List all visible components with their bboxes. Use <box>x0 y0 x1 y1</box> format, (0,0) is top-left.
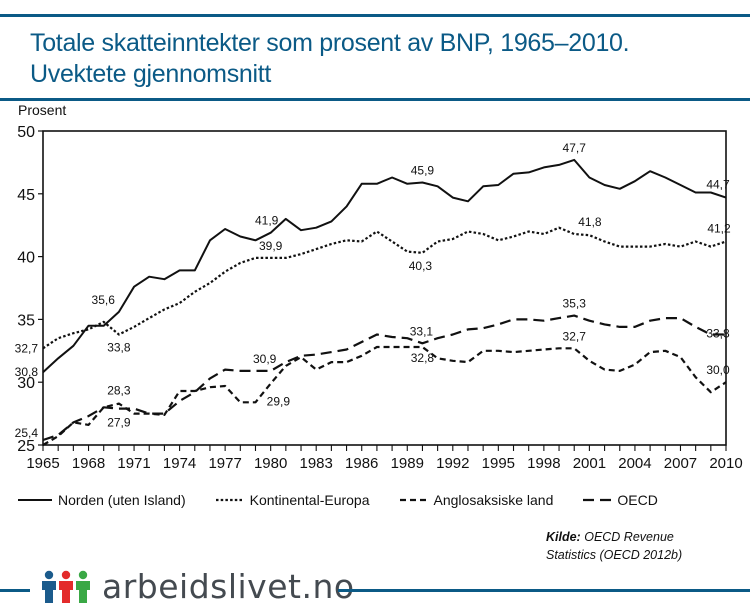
legend-item-anglosaksiske: Anglosaksiske land <box>399 492 554 508</box>
title-bottom-rule <box>0 98 750 101</box>
person-body-icon <box>59 581 73 603</box>
data-label: 30,0 <box>706 363 730 377</box>
footer-rule-left <box>0 589 30 592</box>
x-tick-label: 2010 <box>709 455 742 472</box>
legend-dotted-line-icon <box>215 498 244 502</box>
source-label: Kilde: <box>546 530 581 544</box>
data-label: 35,6 <box>92 293 116 307</box>
arbeidslivet-logo: arbeidslivet.no <box>42 567 355 607</box>
line-chart: Prosent 25 30 35 40 45 50 1965 1968 1971 1974 197… <box>15 102 743 472</box>
data-label: 28,3 <box>107 384 131 398</box>
data-label: 41,8 <box>578 215 602 229</box>
x-tick-label: 2007 <box>664 455 697 472</box>
legend-item-oecd: OECD <box>583 492 658 508</box>
y-tick-label: 45 <box>17 187 35 204</box>
axes <box>42 130 727 446</box>
source-text-1: OECD Revenue <box>584 530 674 544</box>
series-line-dotted <box>42 226 727 350</box>
logo-text: arbeidslivet.no <box>102 567 355 606</box>
legend-longdash-line-icon <box>583 498 612 502</box>
x-tick-label: 1971 <box>117 455 150 472</box>
source-text-2: Statistics (OECD 2012b) <box>546 548 683 562</box>
series-lines <box>42 158 727 446</box>
data-label: 40,3 <box>409 259 433 273</box>
data-label: 33,1 <box>410 324 434 338</box>
series-line-longdash <box>42 314 726 442</box>
x-tick-label: 2001 <box>573 455 606 472</box>
data-labels: 30,8 35,6 41,9 45,9 47,7 44,7 32,7 33,8 39,9 40,3… <box>15 141 731 440</box>
y-tick-label: 30 <box>17 375 35 392</box>
y-tick-label: 35 <box>17 312 35 329</box>
x-tick-label: 1998 <box>527 455 560 472</box>
x-tick-label: 1989 <box>391 455 424 472</box>
legend-solid-line-icon <box>18 499 52 501</box>
x-tick-label: 1980 <box>254 455 287 472</box>
x-tick-label: 1977 <box>208 455 241 472</box>
x-tick-label: 2004 <box>618 455 651 472</box>
legend-label: Anglosaksiske land <box>433 492 554 508</box>
person-head-icon <box>44 570 54 580</box>
x-tick-label: 1968 <box>72 455 105 472</box>
x-tick-label: 1965 <box>26 455 59 472</box>
series-line-solid <box>42 158 727 373</box>
data-label: 35,3 <box>563 297 587 311</box>
person-body-icon <box>42 581 56 603</box>
data-label: 29,9 <box>267 394 291 408</box>
data-label: 41,9 <box>255 214 279 228</box>
chart-title: Totale skatteinntekter som prosent av BN… <box>30 28 630 90</box>
legend-label: Kontinental-Europa <box>249 492 370 508</box>
person-head-icon <box>78 570 88 580</box>
data-label: 30,8 <box>15 365 39 379</box>
y-tick-label: 50 <box>17 124 35 141</box>
x-tick-label: 1986 <box>345 455 378 472</box>
data-label: 33,8 <box>107 340 131 354</box>
data-label: 32,8 <box>411 351 435 365</box>
legend-item-norden: Norden (uten Island) <box>18 492 186 508</box>
y-tick-label: 25 <box>17 438 35 455</box>
legend-dashed-line-icon <box>399 498 428 502</box>
footer-rule-right <box>338 589 750 592</box>
data-label: 41,2 <box>707 222 731 236</box>
data-label: 30,9 <box>253 352 277 366</box>
data-label: 45,9 <box>411 163 435 177</box>
data-label: 32,7 <box>15 341 39 355</box>
plot-frame <box>42 130 727 446</box>
data-label: 27,9 <box>107 416 131 430</box>
y-tick-label: 40 <box>17 250 35 267</box>
x-tick-label: 1974 <box>163 455 196 472</box>
data-label: 32,7 <box>563 329 587 343</box>
x-ticks: 1965 1968 1971 1974 1977 1980 1983 1986 1989 1992… <box>26 445 743 472</box>
x-tick-label: 1983 <box>300 455 333 472</box>
y-axis-label: Prosent <box>18 102 66 118</box>
data-label: 33,8 <box>706 326 730 340</box>
person-body-icon <box>76 581 90 603</box>
legend-label: OECD <box>617 492 658 508</box>
people-icon <box>42 570 90 603</box>
title-line-1: Totale skatteinntekter som prosent av BN… <box>30 29 630 57</box>
data-label: 44,7 <box>706 178 730 192</box>
y-ticks: 25 30 35 40 45 50 <box>17 124 43 455</box>
x-tick-label: 1995 <box>482 455 515 472</box>
legend-label: Norden (uten Island) <box>58 492 186 508</box>
data-label: 47,7 <box>563 141 587 155</box>
source-note: Kilde: OECD Revenue Statistics (OECD 201… <box>546 528 682 564</box>
title-line-2: Uvektete gjennomsnitt <box>30 60 272 88</box>
legend-item-kontinental: Kontinental-Europa <box>215 492 370 508</box>
legend: Norden (uten Island) Kontinental-Europa … <box>18 492 688 508</box>
x-tick-label: 1992 <box>436 455 469 472</box>
data-label: 25,4 <box>15 426 39 440</box>
top-rule <box>0 14 750 17</box>
person-head-icon <box>61 570 71 580</box>
series-line-dashed <box>42 345 727 446</box>
data-label: 39,9 <box>259 239 283 253</box>
